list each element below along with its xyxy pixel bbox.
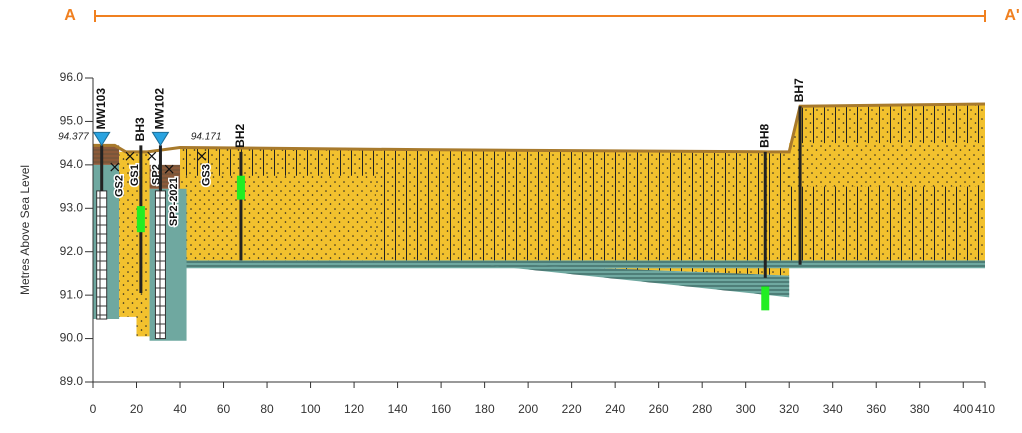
x-tick-label: 220 [562, 402, 582, 416]
x-tick-label: 120 [344, 402, 364, 416]
y-axis-label: Metres Above Sea Level [18, 165, 32, 295]
x-tick-label: 280 [692, 402, 712, 416]
borehole-label: MW102 [153, 88, 167, 130]
x-tick-label: 300 [736, 402, 756, 416]
water-level [94, 132, 110, 145]
section-start: A [64, 7, 76, 24]
x-tick-label: 20 [130, 402, 144, 416]
x-tick-label: 60 [217, 402, 231, 416]
x-tick-label: 0 [90, 402, 97, 416]
sample-label: GS3 [201, 164, 213, 186]
well-screen [137, 206, 145, 232]
sample-label: GS1 [129, 164, 141, 186]
x-tick-label: 260 [649, 402, 669, 416]
borehole-label: BH3 [133, 117, 147, 141]
x-tick-label: 320 [779, 402, 799, 416]
well-casing [97, 191, 107, 319]
x-tick-label: 380 [910, 402, 930, 416]
borehole-label: BH2 [233, 123, 247, 147]
elevation-note: 94.171 [191, 131, 222, 142]
y-tick-label: 93.0 [60, 200, 84, 214]
chart: A A' Metres Above Sea Level GS1GS2SP2SP2… [0, 0, 1022, 428]
y-tick-label: 96.0 [60, 70, 84, 84]
x-tick-label: 200 [518, 402, 538, 416]
sample-label: SP2-2021 [168, 177, 180, 226]
y-tick-label: 92.0 [60, 244, 84, 258]
x-tick-label: 180 [475, 402, 495, 416]
borehole-label: MW103 [94, 88, 108, 130]
x-tick-label: 80 [260, 402, 274, 416]
y-tick-label: 95.0 [60, 114, 84, 128]
layer-pattern [180, 260, 985, 268]
x-tick-label: 100 [301, 402, 321, 416]
layer-pattern [180, 176, 376, 261]
x-tick-label: 240 [605, 402, 625, 416]
x-tick-label: 160 [431, 402, 451, 416]
x-tick-label: 140 [388, 402, 408, 416]
y-tick-label: 94.0 [60, 157, 84, 171]
y-tick-label: 91.0 [60, 287, 84, 301]
section-end: A' [1004, 7, 1019, 24]
y-tick-label: 89.0 [60, 374, 84, 388]
sample-label: GS2 [114, 175, 126, 197]
well-screen [761, 286, 769, 310]
water-level [152, 132, 168, 145]
well-casing [155, 191, 165, 339]
x-tick-label: 360 [866, 402, 886, 416]
borehole-label: BH8 [757, 123, 771, 147]
layer-pattern [93, 145, 119, 165]
y-tick-label: 90.0 [60, 331, 84, 345]
well-screen [237, 176, 245, 200]
borehole-label: BH7 [792, 78, 806, 102]
x-tick-label: 40 [173, 402, 187, 416]
layer-pattern [789, 143, 985, 186]
x-tick-label: 410 [975, 402, 995, 416]
elevation-note: 94.377 [58, 131, 89, 142]
x-tick-label: 340 [823, 402, 843, 416]
x-tick-label: 400 [953, 402, 973, 416]
